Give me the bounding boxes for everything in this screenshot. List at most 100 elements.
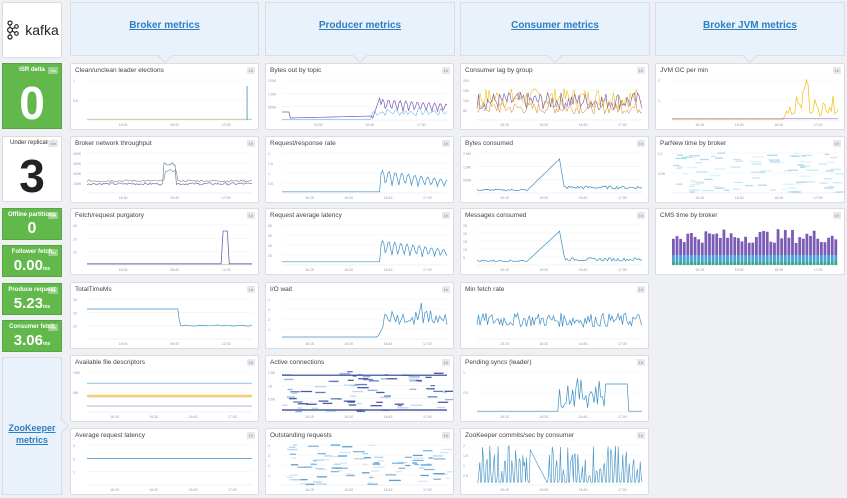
chart-title: TotalTimeMs [75,286,112,293]
jvm-gc-per-min-widget[interactable]: JVM GC per min 1h 2 1 16:15 16:30 16:45 17:00 [655,63,845,130]
bytes-out-by-topic-widget[interactable]: Bytes out by topic 1h 2.5M 1.5M 500K 16:30 16:… [265,63,454,130]
available-file-descriptors-widget[interactable]: Available file descriptors 1h 10M 5M 16:15 16… [70,355,259,422]
outstanding-requests-widget[interactable]: Outstanding requests 1h 4 3 2 1 16:15 16:30 16:4… [265,428,454,495]
zookeeper-commits-sec-by-consumer-widget[interactable]: ZooKeeper commits/sec by consumer 1h 2 1.5 1… [460,428,649,495]
x-tick-label: 17:00 [423,488,432,492]
cms-bar [787,255,791,265]
heatmap-cell [714,187,725,189]
consumer-fetch-widget[interactable]: Consumer fetch 5m 3.06ms [2,320,62,352]
io-wait-plot: 4 3 2 1 16:15 16:30 16:45 17:00 [268,298,448,346]
heatmap-cell [330,444,341,446]
under-replicated-widget[interactable]: Under replicated 5m 3 [2,136,62,202]
producer-metrics-link[interactable]: Producer metrics [318,20,402,31]
heatmap-cell [420,474,429,477]
cms-bar [823,242,827,255]
heatmap-cell [713,168,726,170]
fetch-request-purgatory-widget[interactable]: Fetch/request purgatory 1d 40 20 10 18:00 06:0… [70,208,259,275]
heatmap-cell [686,166,698,169]
consumer-metrics-link[interactable]: Consumer metrics [511,20,599,31]
heatmap-cell [709,174,721,177]
broker-network-throughput-widget[interactable]: Broker network throughput 1h 400K 300K 200K 1… [70,136,259,203]
heatmap-cell [297,407,303,409]
heatmap-cell [412,462,418,464]
x-tick-label: 17:00 [228,488,237,492]
heatmap-cell [730,166,741,168]
io-wait-widget[interactable]: I/O wait 1h 4 3 2 1 16:15 16:30 16:45 17:00 [265,282,454,349]
consumer-lag-by-group-widget[interactable]: Consumer lag by group 1h 200 150 100 50 16:15 1… [460,63,649,130]
request-average-latency-widget[interactable]: Request average latency 1h 80 60 40 20 16:15 16… [265,208,454,275]
heatmap-cell [425,463,432,465]
cms-bar [783,255,787,265]
cms-bar [834,255,838,265]
heatmap-cell [688,157,695,159]
follower-fetch-widget[interactable]: Follower fetch 5m 0.00ms [2,245,62,277]
heatmap-cell [768,159,780,161]
clean-unclean-leader-elections-widget[interactable]: Clean/unclean leader elections 1d 1 0.5 18:0… [70,63,259,130]
heatmap-cell [346,371,353,373]
heatmap-cell [289,397,297,400]
heatmap-cell [788,169,798,171]
average-request-latency-widget[interactable]: Average request latency 1h 3 2 1 16:15 16:30 16… [70,428,259,495]
produce-request-widget[interactable]: Produce request 5m 5.23ms [2,283,62,315]
x-tick-label: 16:45 [579,196,588,200]
x-tick-label: 16:15 [695,123,704,127]
request-response-rate-widget[interactable]: Request/response rate 1h 2 1.5 1 0.5 16:15 16:3… [265,136,454,203]
cms-bar [740,261,744,265]
pending-syncs-leader-widget[interactable]: Pending syncs (leader) 1h 1 0.5 16:15 16:30 16… [460,355,649,422]
x-tick-label: 16:30 [344,196,353,200]
isr-delta-widget[interactable]: ISR delta 5m 0 [2,63,62,129]
bytes-consumed-widget[interactable]: Bytes consumed 1h 2.5M 1.5M 500K 16:15 16:30 16… [460,136,649,203]
heatmap-cell [681,156,692,158]
heatmap-cell [369,476,374,479]
consumer-fetch-value: 3.06 [13,332,43,349]
active-connections-widget[interactable]: Active connections 1h 1.5K 1K 0.5K 16:15 16:30… [265,355,454,422]
messages-consumed-widget[interactable]: Messages consumed 1h 25 20 15 10 5 16:15 16:30 16… [460,208,649,275]
cms-time-by-broker-widget[interactable]: CMS time by broker 1h 16:15 16:30 16:45 17:00 [655,208,845,275]
cms-bar [809,255,812,265]
cms-bar [679,238,683,255]
parnew-time-by-broker-widget[interactable]: ParNew time by broker 1h 0.1 0.05 16:15 16:30… [655,136,845,203]
cms-bar [729,233,733,255]
broker-jvm-metrics-link[interactable]: Broker JVM metrics [703,20,797,31]
heatmap-cell [389,479,401,482]
heatmap-cell [752,156,765,158]
cms-bar [758,255,762,265]
heatmap-cell [367,389,378,391]
cms-bar [783,261,787,265]
heatmap-cell [805,161,812,163]
heatmap-cell [362,452,369,455]
heatmap-cell [824,187,834,189]
x-tick-label: 17:00 [228,415,237,419]
zookeeper-metrics-link[interactable]: ZooKeeper metrics [8,422,55,446]
heatmap-cell [347,401,356,403]
heatmap-cell [445,477,450,479]
heatmap-cell [751,177,761,179]
outstanding-requests-plot: 4 3 2 1 16:15 16:30 16:45 17:00 [268,444,453,492]
cms-bar [704,231,708,255]
chart-title: Min fetch rate [465,286,505,293]
cms-bar [733,261,737,265]
heatmap-cell [297,403,309,405]
x-tick-label: 17:00 [423,268,432,272]
x-tick-label: 16:45 [384,488,393,492]
total-time-ms-widget[interactable]: TotalTimeMs 1d 30 20 10 18:00 06:00 12:00 [70,282,259,349]
heatmap-cell [287,448,298,451]
cms-bar [834,261,838,265]
cms-bar [773,255,776,265]
x-tick-label: 18:00 [119,123,128,127]
cms-bar [690,233,693,255]
min-fetch-rate-widget[interactable]: Min fetch rate 1h 16:15 16:30 16:45 17:00 [460,282,649,349]
heatmap-cell [824,178,833,180]
x-tick-label: 16:15 [500,488,509,492]
produce-request-unit: ms [42,304,51,310]
heatmap-cell [735,160,744,162]
bytes-consumed-plot: 2.5M 1.5M 500K 16:15 16:30 16:45 17:00 [463,152,643,200]
broker-metrics-link[interactable]: Broker metrics [129,20,200,31]
x-tick-label: 16:15 [305,415,314,419]
offline-partitions-widget[interactable]: Offline partitions 5m 0 [2,208,62,240]
consumer-fetch-unit: ms [42,341,51,347]
heatmap-cell [357,402,362,405]
broker-network-throughput-plot: 400K 300K 200K 100K 16:30 16:45 17:00 [73,152,253,200]
y-tick-label: 400K [73,152,82,156]
chart-timeframe-badge: 1h [246,140,255,147]
